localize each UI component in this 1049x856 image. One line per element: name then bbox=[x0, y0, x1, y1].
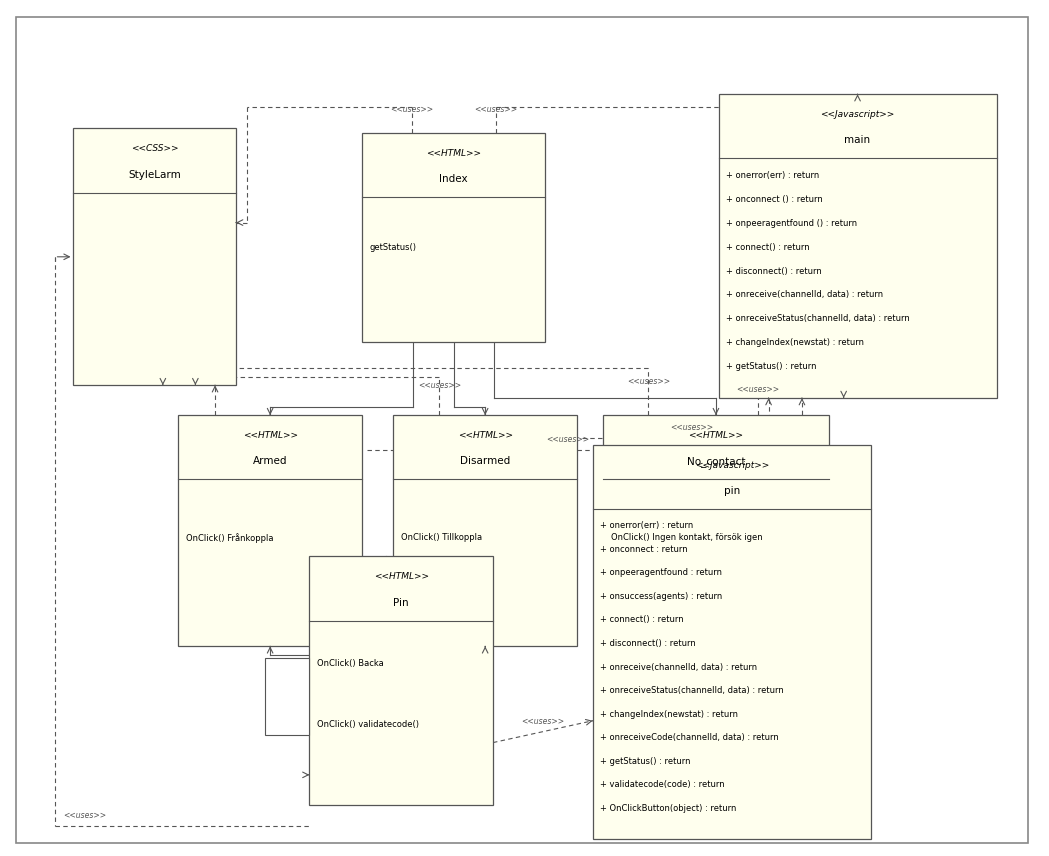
Text: + onreceive(channelId, data) : return: + onreceive(channelId, data) : return bbox=[600, 663, 757, 672]
Text: <<Javascript>>: <<Javascript>> bbox=[820, 110, 895, 119]
Text: <<uses>>: <<uses>> bbox=[474, 104, 517, 114]
Text: + getStatus() : return: + getStatus() : return bbox=[726, 362, 816, 372]
Text: <<HTML>>: <<HTML>> bbox=[426, 149, 481, 158]
Bar bbox=[265, 658, 309, 735]
Text: + changeIndex(newstat) : return: + changeIndex(newstat) : return bbox=[726, 338, 864, 348]
Text: pin: pin bbox=[724, 486, 740, 496]
Text: + OnClickButton(object) : return: + OnClickButton(object) : return bbox=[600, 804, 736, 813]
Text: <<HTML>>: <<HTML>> bbox=[373, 573, 429, 581]
Text: OnClick() Backa: OnClick() Backa bbox=[317, 659, 384, 668]
Text: + connect() : return: + connect() : return bbox=[600, 615, 684, 625]
Text: + onsuccess(agents) : return: + onsuccess(agents) : return bbox=[600, 591, 723, 601]
Text: OnClick() Frånkoppla: OnClick() Frånkoppla bbox=[186, 532, 273, 543]
Text: No_contact: No_contact bbox=[687, 456, 745, 467]
Text: + onreceiveStatus(channelId, data) : return: + onreceiveStatus(channelId, data) : ret… bbox=[600, 686, 784, 695]
Text: <<uses>>: <<uses>> bbox=[736, 385, 779, 395]
Text: OnClick() validatecode(): OnClick() validatecode() bbox=[317, 721, 419, 729]
Text: Index: Index bbox=[440, 174, 468, 184]
Text: StyleLarm: StyleLarm bbox=[128, 169, 181, 180]
Text: + validatecode(code) : return: + validatecode(code) : return bbox=[600, 780, 725, 789]
Text: + getStatus() : return: + getStatus() : return bbox=[600, 757, 690, 766]
Text: <<HTML>>: <<HTML>> bbox=[457, 431, 513, 440]
Text: + onerror(err) : return: + onerror(err) : return bbox=[600, 521, 693, 531]
Text: getStatus(): getStatus() bbox=[369, 243, 416, 253]
Text: <<HTML>>: <<HTML>> bbox=[688, 431, 744, 440]
Text: <<uses>>: <<uses>> bbox=[521, 716, 564, 726]
Text: + onreceive(channelId, data) : return: + onreceive(channelId, data) : return bbox=[726, 290, 883, 300]
Text: + onreceiveStatus(channelId, data) : return: + onreceiveStatus(channelId, data) : ret… bbox=[726, 314, 909, 324]
Text: Armed: Armed bbox=[253, 456, 287, 467]
Bar bbox=[309, 556, 493, 805]
Text: <<uses>>: <<uses>> bbox=[670, 423, 713, 432]
Bar bbox=[393, 415, 577, 646]
Text: <<uses>>: <<uses>> bbox=[418, 381, 461, 389]
Text: + connect() : return: + connect() : return bbox=[726, 242, 810, 252]
Bar bbox=[593, 445, 871, 839]
Text: OnClick() Tillkoppla: OnClick() Tillkoppla bbox=[401, 533, 481, 543]
Text: Disarmed: Disarmed bbox=[461, 456, 510, 467]
Bar bbox=[178, 415, 362, 646]
Text: + changeIndex(newstat) : return: + changeIndex(newstat) : return bbox=[600, 710, 738, 719]
Text: + onpeeragentfound () : return: + onpeeragentfound () : return bbox=[726, 218, 857, 228]
Text: Pin: Pin bbox=[393, 597, 409, 608]
Text: + disconnect() : return: + disconnect() : return bbox=[726, 266, 821, 276]
Text: + onreceiveCode(channelId, data) : return: + onreceiveCode(channelId, data) : retur… bbox=[600, 733, 778, 742]
Bar bbox=[73, 128, 236, 385]
Text: + onerror(err) : return: + onerror(err) : return bbox=[726, 170, 819, 180]
Text: <<uses>>: <<uses>> bbox=[390, 104, 433, 114]
Text: + onconnect : return: + onconnect : return bbox=[600, 544, 688, 554]
Text: + onconnect () : return: + onconnect () : return bbox=[726, 194, 822, 204]
Text: + onpeeragentfound : return: + onpeeragentfound : return bbox=[600, 568, 722, 578]
Bar bbox=[719, 94, 997, 398]
Text: <<Javascript>>: <<Javascript>> bbox=[694, 461, 769, 470]
Text: main: main bbox=[844, 135, 871, 146]
Text: <<uses>>: <<uses>> bbox=[63, 811, 106, 820]
Text: <<HTML>>: <<HTML>> bbox=[242, 431, 298, 440]
Text: + disconnect() : return: + disconnect() : return bbox=[600, 639, 695, 648]
Text: OnClick() Ingen kontakt, försök igen: OnClick() Ingen kontakt, försök igen bbox=[611, 533, 763, 543]
Bar bbox=[603, 415, 829, 646]
Text: <<CSS>>: <<CSS>> bbox=[131, 145, 178, 153]
Bar bbox=[362, 133, 545, 342]
Text: <<uses>>: <<uses>> bbox=[547, 435, 590, 443]
Text: <<uses>>: <<uses>> bbox=[626, 377, 670, 385]
